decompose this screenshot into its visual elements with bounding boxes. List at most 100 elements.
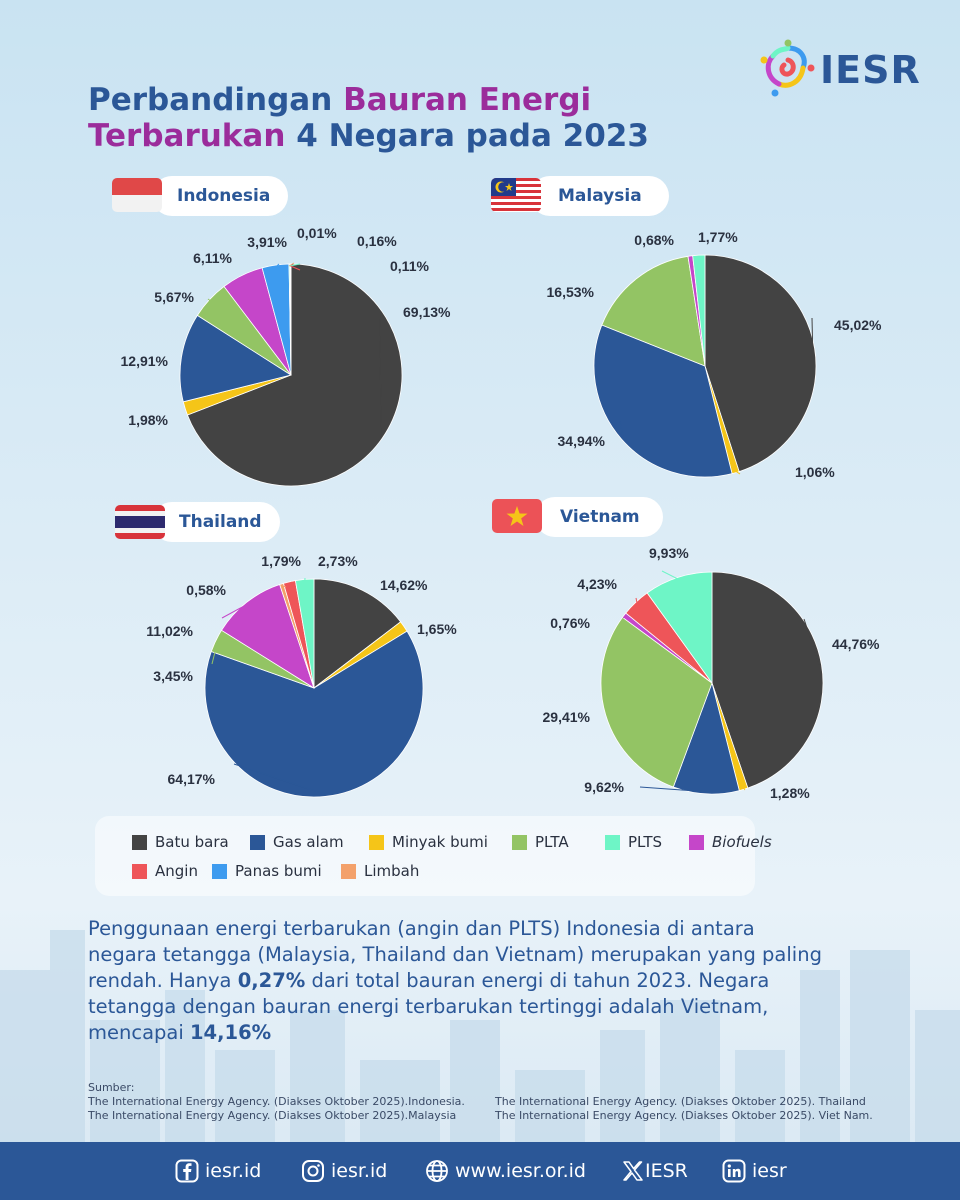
instagram-icon — [302, 1160, 324, 1182]
country-pill-malaysia: Malaysia — [530, 176, 669, 216]
x-twitter-icon — [623, 1161, 643, 1181]
country-pill-indonesia: Indonesia — [152, 176, 288, 216]
leader-line — [624, 280, 638, 293]
leader-line — [290, 265, 301, 271]
leader-line — [379, 311, 382, 437]
title-line2-accent: Terbarukan — [88, 118, 286, 154]
legend-label: Minyak bumi — [392, 833, 488, 851]
malaysia-flag-icon — [491, 178, 541, 212]
summary-paragraph: Penggunaan energi terbarukan (angin dan … — [88, 916, 828, 1046]
leader-line — [635, 597, 638, 604]
leader-line — [811, 317, 814, 350]
pie-slice-vietnam-plts — [646, 571, 713, 685]
data-label: 1,28% — [770, 785, 810, 801]
iesr-logo-text: IESR — [820, 48, 921, 92]
data-label: 64,17% — [168, 771, 216, 787]
country-pill-vietnam: Vietnam — [535, 497, 663, 537]
leader-line — [289, 581, 293, 585]
data-label: 0,76% — [550, 615, 590, 631]
summary-text-1: Penggunaan energi terbarukan (angin dan … — [88, 917, 822, 992]
city-skyline-background — [0, 930, 960, 1150]
country-label-thailand: Thailand — [179, 512, 262, 532]
data-label: 1,79% — [261, 553, 301, 569]
data-label: 1,65% — [417, 621, 457, 637]
facebook-icon — [175, 1159, 199, 1183]
legend-swatch — [369, 835, 384, 850]
leader-line — [698, 255, 702, 258]
legend-swatch — [132, 864, 147, 879]
pie-slice-indonesia-angin — [289, 263, 292, 376]
country-label-vietnam: Vietnam — [560, 507, 640, 527]
pie-slice-malaysia-batu-bara — [704, 254, 817, 473]
country-pill-thailand: Thailand — [152, 502, 280, 542]
data-label: 1,77% — [698, 229, 738, 245]
data-label: 3,45% — [153, 668, 193, 684]
leader-line — [742, 787, 746, 791]
footer-website-text: www.iesr.or.id — [455, 1160, 586, 1182]
source-line: The International Energy Agency. (Diakse… — [88, 1095, 465, 1108]
legend-swatch — [605, 835, 620, 850]
source-line: The International Energy Agency. (Diakse… — [495, 1109, 873, 1122]
data-label: 69,13% — [403, 304, 451, 320]
pie-slice-indonesia-gas-alam — [179, 314, 293, 403]
legend-swatch — [132, 835, 147, 850]
leader-line — [401, 627, 406, 631]
pie-slice-thailand-gas-alam — [204, 630, 424, 798]
pie-slice-malaysia-plts — [692, 254, 706, 367]
page-title: Perbandingan Bauran Energi Terbarukan 4 … — [88, 82, 649, 154]
footer-linkedin-text: iesr — [752, 1160, 787, 1182]
iesr-swirl-logo-icon — [760, 39, 815, 97]
title-line2-part2: 4 Negara pada 2023 — [285, 118, 649, 154]
legend-swatch — [212, 864, 227, 879]
summary-text-2: dari total bauran energi di tahun 2023. … — [88, 969, 770, 1044]
leader-line — [661, 570, 679, 580]
leader-line — [239, 276, 244, 279]
legend-label: Panas bumi — [235, 862, 322, 880]
source-line: The International Energy Agency. (Diakse… — [88, 1109, 457, 1122]
pie-slice-thailand-biofuels — [220, 584, 315, 689]
data-label: 4,23% — [577, 576, 617, 592]
legend-label: PLTA — [535, 833, 569, 851]
data-label: 0,58% — [186, 582, 226, 598]
data-label: 0,16% — [357, 233, 397, 249]
data-label: 1,06% — [795, 464, 835, 480]
leader-line — [639, 786, 707, 793]
leader-line — [289, 263, 301, 267]
data-label: 0,01% — [297, 225, 337, 241]
data-label: 5,67% — [154, 289, 194, 305]
data-label: 9,93% — [649, 545, 689, 561]
linkedin-icon — [722, 1159, 746, 1183]
leader-line — [734, 470, 741, 475]
data-label: 1,98% — [128, 412, 168, 428]
iesr-logo: IESR — [757, 38, 920, 102]
pie-slice-vietnam-batu-bara — [711, 571, 824, 789]
data-label: 34,94% — [558, 433, 606, 449]
data-label: 16,53% — [547, 284, 595, 300]
leader-line — [622, 615, 626, 619]
data-label: 12,91% — [121, 353, 169, 369]
chart-legend: Batu bara Gas alam Minyak bumi PLTA PLTS Biof… — [95, 816, 772, 896]
legend-swatch — [689, 835, 704, 850]
summary-highlight-vietnam: 14,16% — [189, 1021, 272, 1044]
legend-label: Gas alam — [273, 833, 344, 851]
leader-line — [282, 585, 287, 588]
legend-label: PLTS — [628, 833, 663, 851]
legend-label: Limbah — [364, 862, 420, 880]
data-label: 44,76% — [832, 636, 880, 652]
data-label: 11,02% — [146, 623, 193, 639]
leader-line — [603, 700, 609, 715]
data-label: 14,62% — [380, 577, 428, 593]
leader-line — [233, 763, 326, 795]
vietnam-flag-icon — [492, 499, 542, 533]
leader-line — [619, 420, 624, 438]
sources-heading: Sumber: — [88, 1081, 135, 1094]
leader-line — [207, 298, 212, 302]
data-label: 45,02% — [834, 317, 882, 333]
leader-line — [275, 263, 280, 268]
data-label: 9,62% — [584, 779, 624, 795]
legend-label: Batu bara — [155, 833, 229, 851]
pie-slice-malaysia-gas-alam — [593, 324, 733, 478]
country-label-indonesia: Indonesia — [177, 186, 271, 206]
legend-label: Biofuels — [712, 833, 772, 851]
country-label-malaysia: Malaysia — [558, 186, 642, 206]
